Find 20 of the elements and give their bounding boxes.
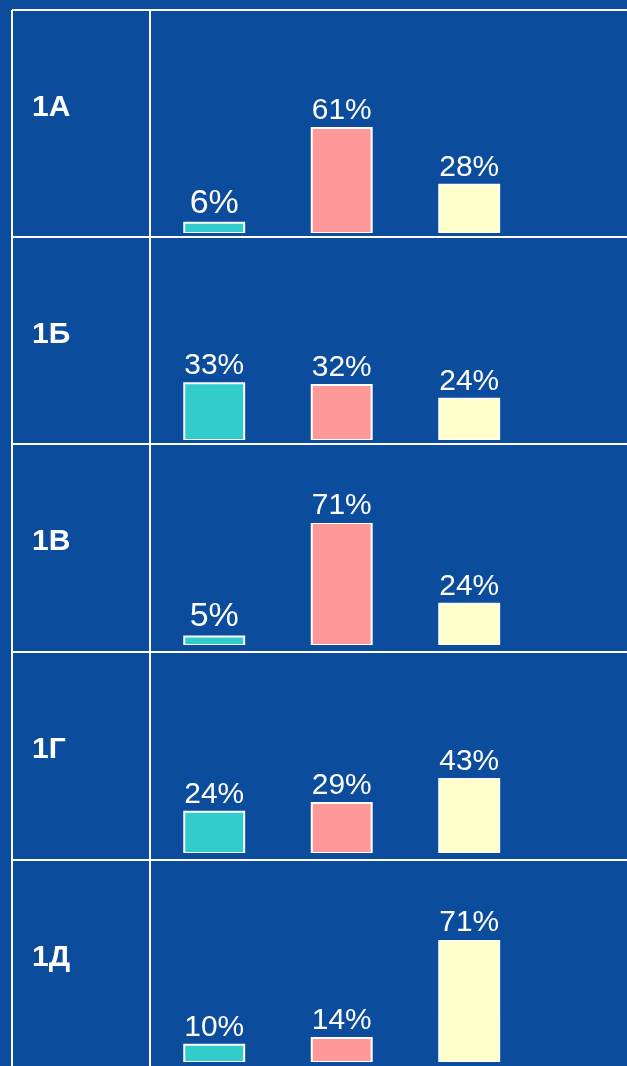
chart-title: 1В	[32, 523, 71, 556]
data-label: 32%	[311, 348, 372, 382]
chart-title: 1Б	[32, 316, 71, 349]
data-label: 14%	[311, 1001, 372, 1035]
chart-title: 1Д	[32, 939, 71, 972]
data-label: 24%	[439, 362, 500, 396]
data-label: 6%	[189, 181, 239, 220]
data-label: 71%	[311, 486, 372, 520]
data-label: 24%	[439, 567, 500, 601]
data-label: 33%	[184, 347, 245, 381]
data-label: 43%	[439, 742, 500, 776]
chart-title: 1А	[32, 89, 71, 122]
data-label: 24%	[184, 775, 245, 809]
data-label: 10%	[184, 1008, 245, 1042]
data-label: 61%	[311, 91, 372, 125]
data-label: 28%	[439, 148, 500, 182]
chart-title: 1Г	[32, 731, 66, 764]
data-label: 5%	[189, 595, 239, 634]
data-label: 71%	[439, 903, 500, 937]
data-label: 29%	[311, 766, 372, 800]
